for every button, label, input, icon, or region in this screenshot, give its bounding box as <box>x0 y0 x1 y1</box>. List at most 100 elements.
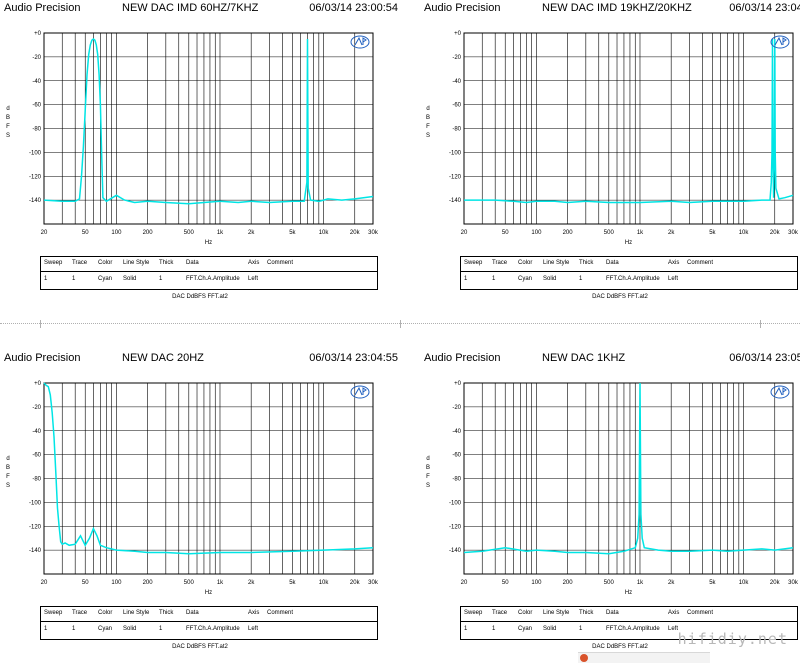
legend-header: Color <box>98 260 113 266</box>
legend-cell: FFT.Ch.A.Amplitude <box>606 626 660 632</box>
timestamp: 06/03/14 23:00:54 <box>309 2 398 14</box>
ap-logo-icon <box>350 385 370 399</box>
y-tick-label: -140 <box>29 548 42 554</box>
legend-cell: FFT.Ch.A.Amplitude <box>606 276 660 282</box>
legend-header: Data <box>606 610 619 616</box>
x-tick-label: 200 <box>563 580 574 586</box>
brand-label: Audio Precision <box>424 2 501 14</box>
file-footer: DAC DdBFS FFT.at2 <box>172 644 228 650</box>
x-tick-label: 1k <box>637 230 644 236</box>
legend-header: Trace <box>72 610 88 616</box>
x-tick-label: 50 <box>502 580 509 586</box>
ap-logo-icon <box>770 385 790 399</box>
x-tick-label: 500 <box>604 580 615 586</box>
x-tick-label: 10k <box>319 580 330 586</box>
x-tick-label: 30k <box>788 230 799 236</box>
legend-header: Comment <box>687 260 714 266</box>
y-tick-label: -120 <box>449 174 462 180</box>
legend-header: Sweep <box>464 260 483 266</box>
y-tick-label: -140 <box>449 198 462 204</box>
series-line <box>43 382 374 555</box>
chart-header: Audio Precision NEW DAC IMD 60HZ/7KHZ 06/0… <box>0 0 400 16</box>
y-tick-label: -80 <box>452 127 461 133</box>
y-tick-label: -100 <box>449 500 462 506</box>
legend-header: Comment <box>267 610 294 616</box>
x-tick-label: 200 <box>143 230 154 236</box>
y-tick-label: +0 <box>454 31 462 37</box>
y-tick-label: -120 <box>449 524 462 530</box>
chart-title: NEW DAC IMD 19KHZ/20KHZ <box>542 2 692 14</box>
legend-table: Sweep Trace Color Line Style Thick Data Axis Co… <box>40 606 378 640</box>
legend-cell: Left <box>668 276 679 282</box>
x-tick-label: 30k <box>788 580 799 586</box>
x-tick-label: 100 <box>531 230 542 236</box>
legend-header: Thick <box>579 610 594 616</box>
chart-title: NEW DAC 1KHZ <box>542 352 626 364</box>
legend-header: Sweep <box>44 260 63 266</box>
x-axis-label: Hz <box>625 590 632 596</box>
y-tick-label: -100 <box>29 500 42 506</box>
y-tick-label: -120 <box>29 174 42 180</box>
legend-cell: Left <box>248 276 259 282</box>
x-tick-label: 20k <box>350 580 361 586</box>
legend-cell: 1 <box>159 276 163 282</box>
y-tick-label: -100 <box>29 150 42 156</box>
legend-cell: FFT.Ch.A.Amplitude <box>186 626 240 632</box>
x-tick-label: 500 <box>604 230 615 236</box>
x-tick-label: 2k <box>668 230 675 236</box>
plot-area: +0 -20 -40 -60 -80 -100 -120 -140 20 50 100 200 500 1… <box>6 381 379 596</box>
legend-header: Line Style <box>123 260 150 266</box>
legend-header: Axis <box>248 260 260 266</box>
x-tick-label: 2k <box>248 230 255 236</box>
legend-header: Data <box>606 260 619 266</box>
y-tick-label: -80 <box>32 477 41 483</box>
legend-cell: 1 <box>492 626 496 632</box>
series-line <box>43 38 374 205</box>
y-tick-label: +0 <box>34 31 42 37</box>
x-tick-label: 30k <box>368 580 379 586</box>
plot-area: +0 -20 -40 -60 -80 -100 -120 -140 20 50 100 200 500 1… <box>426 31 799 246</box>
legend-header: Color <box>518 260 533 266</box>
chart-panel: Audio Precision NEW DAC IMD 19KHZ/20KHZ 06… <box>420 0 800 320</box>
x-tick-label: 20k <box>770 580 781 586</box>
legend-cell: 1 <box>464 276 468 282</box>
x-tick-label: 20 <box>41 580 48 586</box>
brand-label: Audio Precision <box>424 352 501 364</box>
x-tick-label: 5k <box>289 230 296 236</box>
y-tick-label: +0 <box>34 381 42 387</box>
x-tick-label: 50 <box>82 580 89 586</box>
legend-header: Line Style <box>123 610 150 616</box>
legend-table: Sweep Trace Color Line Style Thick Data Axis Co… <box>40 256 378 290</box>
x-tick-label: 5k <box>289 580 296 586</box>
y-tick-label: -20 <box>32 55 41 61</box>
y-tick-label: -40 <box>32 79 41 85</box>
chart-title: NEW DAC IMD 60HZ/7KHZ <box>122 2 259 14</box>
series-line <box>464 38 794 204</box>
y-tick-label: -100 <box>449 150 462 156</box>
legend-header: Line Style <box>543 610 570 616</box>
legend-header: Trace <box>72 260 88 266</box>
chart-panel: Audio Precision NEW DAC IMD 60HZ/7KHZ 06/0… <box>0 0 400 320</box>
x-tick-label: 1k <box>217 580 224 586</box>
file-footer: DAC DdBFS FFT.at2 <box>172 294 228 300</box>
legend-cell: 1 <box>579 626 583 632</box>
brand-label: Audio Precision <box>4 2 81 14</box>
x-tick-label: 100 <box>111 230 122 236</box>
x-tick-label: 1k <box>217 230 224 236</box>
legend-header: Color <box>98 610 113 616</box>
y-tick-label: -40 <box>452 79 461 85</box>
x-tick-label: 5k <box>709 580 716 586</box>
legend-cell: 1 <box>44 626 48 632</box>
x-tick-label: 20 <box>41 230 48 236</box>
y-tick-label: -40 <box>32 429 41 435</box>
brand-label: Audio Precision <box>4 352 81 364</box>
x-tick-label: 20 <box>461 580 468 586</box>
legend-cell: Cyan <box>98 276 113 282</box>
y-tick-label: -40 <box>452 429 461 435</box>
legend-cell: Left <box>668 626 679 632</box>
plot-area: +0 -20 -40 -60 -80 -100 -120 -140 20 50 100 200 500 1… <box>6 31 379 246</box>
y-tick-label: -60 <box>452 453 461 459</box>
legend-cell: Solid <box>123 626 137 632</box>
